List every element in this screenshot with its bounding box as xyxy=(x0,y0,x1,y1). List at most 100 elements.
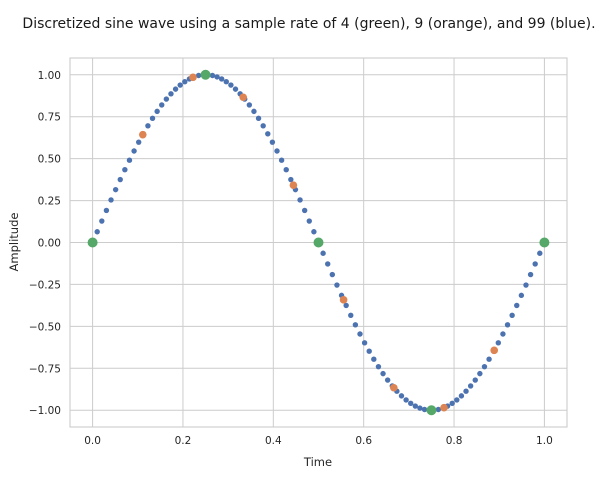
blue-sample-point xyxy=(232,86,239,92)
orange-sample-point xyxy=(339,296,348,304)
blue-sample-point xyxy=(260,123,266,129)
blue-sample-point xyxy=(163,96,170,102)
blue-sample-point xyxy=(463,388,469,394)
blue-sample-point xyxy=(131,148,137,154)
y-axis-ticks: −1.00 −0.75 −0.50 −0.25 0.00 0.25 0.50 0.75 1.00 xyxy=(29,70,61,417)
y-tick-label: −0.50 xyxy=(29,321,61,333)
plot-frame xyxy=(69,57,568,428)
blue-sample-point xyxy=(154,108,160,115)
data-points xyxy=(87,69,550,416)
y-tick-label: −1.00 xyxy=(29,405,61,417)
blue-sample-point xyxy=(223,79,229,85)
blue-sample-point xyxy=(523,282,529,288)
blue-sample-point xyxy=(403,397,409,403)
blue-sample-point xyxy=(449,400,455,406)
blue-sample-point xyxy=(408,400,414,406)
orange-sample-point xyxy=(390,383,398,392)
x-tick-label: 0.6 xyxy=(355,435,372,447)
y-axis-label: Amplitude xyxy=(7,213,21,272)
blue-sample-point xyxy=(209,72,216,79)
blue-sample-point xyxy=(504,322,511,328)
y-tick-label: 0.75 xyxy=(38,112,61,124)
y-tick-label: −0.25 xyxy=(29,279,61,291)
orange-sample-point xyxy=(138,130,147,139)
blue-sample-point xyxy=(472,377,478,383)
blue-sample-point xyxy=(509,312,515,318)
x-axis-ticks: 0.0 0.2 0.4 0.6 0.8 1.0 xyxy=(84,435,553,447)
blue-sample-point xyxy=(108,197,114,203)
blue-sample-point xyxy=(329,271,336,278)
x-axis-label: Time xyxy=(303,455,332,469)
x-tick-label: 0.2 xyxy=(175,435,192,447)
blue-sample-point xyxy=(283,167,289,173)
blue-sample-point xyxy=(112,186,119,193)
chart-title: Discretized sine wave using a sample rat… xyxy=(22,16,595,32)
blue-sample-point xyxy=(265,131,271,137)
x-tick-label: 1.0 xyxy=(536,435,553,447)
blue-sample-point xyxy=(384,377,391,383)
blue-sample-point xyxy=(122,167,128,173)
y-tick-label: 1.00 xyxy=(38,70,61,82)
blue-sample-point xyxy=(435,406,442,413)
blue-sample-point xyxy=(412,403,419,409)
y-tick-label: 0.25 xyxy=(38,196,61,208)
blue-sample-point xyxy=(214,74,220,80)
series-green xyxy=(87,69,550,416)
blue-sample-point xyxy=(172,86,179,92)
y-tick-label: 0.00 xyxy=(38,238,61,250)
blue-sample-point xyxy=(514,302,520,309)
blue-sample-point xyxy=(182,79,188,85)
blue-sample-point xyxy=(297,197,303,203)
blue-sample-point xyxy=(306,218,312,224)
x-tick-label: 0.4 xyxy=(265,435,282,447)
blue-sample-point xyxy=(218,76,225,82)
blue-sample-point xyxy=(99,218,105,224)
blue-sample-point xyxy=(135,139,142,145)
blue-sample-point xyxy=(103,207,110,214)
blue-sample-point xyxy=(246,102,253,108)
orange-sample-point xyxy=(239,93,247,102)
blue-sample-point xyxy=(481,363,488,370)
blue-sample-point xyxy=(177,82,183,88)
blue-sample-point xyxy=(159,102,165,108)
blue-sample-point xyxy=(371,356,377,362)
blue-sample-point xyxy=(145,123,151,129)
blue-sample-point xyxy=(348,312,354,318)
blue-sample-point xyxy=(274,148,280,154)
blue-sample-point xyxy=(251,108,257,115)
blue-sample-point xyxy=(301,207,308,214)
blue-sample-point xyxy=(380,370,386,377)
blue-sample-point xyxy=(334,282,340,288)
blue-sample-point xyxy=(288,176,294,183)
y-tick-label: 0.50 xyxy=(38,154,61,166)
blue-sample-point xyxy=(126,157,133,163)
blue-sample-point xyxy=(454,397,460,403)
blue-sample-point xyxy=(149,115,156,122)
x-tick-label: 0.8 xyxy=(446,435,463,447)
blue-sample-point xyxy=(532,261,538,267)
blue-sample-point xyxy=(357,331,363,337)
blue-sample-point xyxy=(467,383,474,389)
blue-sample-point xyxy=(421,406,428,413)
blue-sample-point xyxy=(320,250,326,256)
blue-sample-point xyxy=(255,115,262,122)
blue-sample-point xyxy=(311,229,317,235)
green-sample-point xyxy=(426,405,437,416)
blue-sample-point xyxy=(417,405,423,411)
blue-sample-point xyxy=(500,331,506,337)
green-sample-point xyxy=(313,237,324,248)
blue-sample-point xyxy=(168,91,174,97)
blue-sample-point xyxy=(228,82,234,88)
y-tick-label: −0.75 xyxy=(29,363,61,375)
blue-sample-point xyxy=(366,348,372,354)
orange-sample-point xyxy=(289,181,298,189)
orange-sample-point xyxy=(490,346,499,355)
blue-sample-point xyxy=(352,322,359,328)
x-tick-label: 0.0 xyxy=(84,435,101,447)
blue-sample-point xyxy=(495,340,502,346)
blue-sample-point xyxy=(361,340,368,346)
blue-sample-point xyxy=(537,250,543,256)
green-sample-point xyxy=(87,237,98,248)
blue-sample-point xyxy=(269,139,276,145)
